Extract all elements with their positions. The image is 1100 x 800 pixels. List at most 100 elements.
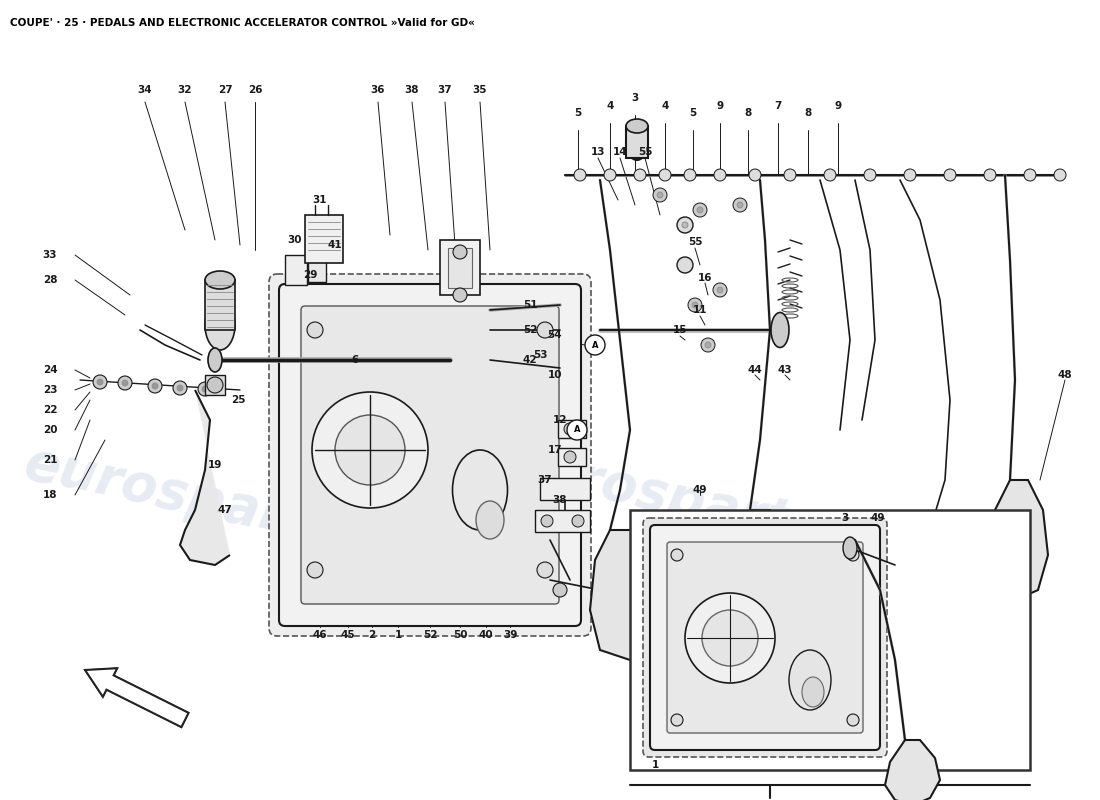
Text: 38: 38 — [552, 495, 568, 505]
Text: 24: 24 — [43, 365, 57, 375]
Bar — [205, 280, 235, 330]
Circle shape — [537, 562, 553, 578]
Circle shape — [574, 169, 586, 181]
Circle shape — [604, 169, 616, 181]
Ellipse shape — [802, 677, 824, 707]
PathPatch shape — [886, 740, 940, 800]
Circle shape — [653, 188, 667, 202]
FancyBboxPatch shape — [644, 518, 887, 757]
Circle shape — [312, 392, 428, 508]
Text: 27: 27 — [218, 85, 232, 95]
Text: 45: 45 — [341, 630, 355, 640]
Circle shape — [97, 379, 103, 385]
Bar — [440, 240, 480, 295]
Circle shape — [717, 287, 723, 293]
Circle shape — [676, 217, 693, 233]
Circle shape — [148, 379, 162, 393]
Bar — [285, 255, 307, 285]
Circle shape — [553, 583, 566, 597]
Text: 7: 7 — [774, 101, 782, 111]
Text: 8: 8 — [745, 108, 751, 118]
Circle shape — [944, 169, 956, 181]
Circle shape — [541, 515, 553, 527]
Text: 54: 54 — [548, 330, 562, 340]
Circle shape — [207, 377, 223, 393]
Text: 8: 8 — [804, 108, 812, 118]
Circle shape — [657, 192, 663, 198]
Circle shape — [1054, 169, 1066, 181]
Circle shape — [671, 714, 683, 726]
Text: 37: 37 — [438, 85, 452, 95]
Text: 40: 40 — [478, 630, 493, 640]
Text: 1: 1 — [395, 630, 402, 640]
FancyBboxPatch shape — [667, 542, 864, 733]
Circle shape — [864, 169, 876, 181]
Circle shape — [634, 169, 646, 181]
Circle shape — [585, 335, 605, 355]
Text: 5: 5 — [574, 108, 582, 118]
Text: 29: 29 — [302, 270, 317, 280]
Text: 2: 2 — [368, 630, 375, 640]
Text: 1: 1 — [651, 760, 659, 770]
Text: 33: 33 — [43, 250, 57, 260]
Circle shape — [737, 202, 742, 208]
Circle shape — [784, 169, 796, 181]
Circle shape — [904, 169, 916, 181]
Circle shape — [173, 381, 187, 395]
PathPatch shape — [590, 530, 660, 660]
Text: 13: 13 — [591, 147, 605, 157]
Circle shape — [537, 322, 553, 338]
Text: 28: 28 — [43, 275, 57, 285]
Circle shape — [122, 380, 128, 386]
FancyArrow shape — [85, 668, 188, 727]
Circle shape — [671, 549, 683, 561]
Text: 53: 53 — [532, 350, 548, 360]
Circle shape — [984, 169, 996, 181]
Text: 38: 38 — [405, 85, 419, 95]
Circle shape — [307, 562, 323, 578]
Text: 39: 39 — [503, 630, 517, 640]
Text: 48: 48 — [1058, 370, 1072, 380]
Ellipse shape — [626, 124, 648, 160]
Text: 52: 52 — [522, 325, 537, 335]
Text: 23: 23 — [43, 385, 57, 395]
Text: 44: 44 — [748, 365, 762, 375]
Text: 20: 20 — [43, 425, 57, 435]
PathPatch shape — [730, 510, 790, 630]
Text: 55: 55 — [688, 237, 702, 247]
Bar — [448, 248, 472, 288]
Circle shape — [177, 385, 183, 391]
Circle shape — [152, 383, 158, 389]
Text: 34: 34 — [138, 85, 152, 95]
Circle shape — [685, 593, 775, 683]
Circle shape — [847, 549, 859, 561]
Text: 14: 14 — [613, 147, 627, 157]
Ellipse shape — [843, 537, 857, 559]
Ellipse shape — [205, 300, 235, 350]
Circle shape — [684, 169, 696, 181]
Text: 32: 32 — [178, 85, 192, 95]
Circle shape — [733, 198, 747, 212]
Text: 41: 41 — [328, 240, 342, 250]
Bar — [305, 215, 343, 263]
Text: 21: 21 — [43, 455, 57, 465]
Text: COUPE' · 25 · PEDALS AND ELECTRONIC ACCELERATOR CONTROL »Valid for GD«: COUPE' · 25 · PEDALS AND ELECTRONIC ACCE… — [10, 18, 475, 28]
Circle shape — [202, 386, 208, 392]
Ellipse shape — [771, 313, 789, 347]
Circle shape — [336, 415, 405, 485]
Circle shape — [682, 222, 688, 228]
Text: 4: 4 — [661, 101, 669, 111]
Circle shape — [705, 342, 711, 348]
Text: 16: 16 — [697, 273, 713, 283]
Bar — [630, 510, 1030, 770]
Bar — [308, 260, 326, 282]
Text: 26: 26 — [248, 85, 262, 95]
Text: 52: 52 — [422, 630, 438, 640]
Text: A: A — [574, 426, 581, 434]
Circle shape — [692, 302, 698, 308]
Circle shape — [701, 338, 715, 352]
Circle shape — [572, 515, 584, 527]
Text: 43: 43 — [778, 365, 792, 375]
FancyBboxPatch shape — [279, 284, 581, 626]
Text: 4: 4 — [606, 101, 614, 111]
